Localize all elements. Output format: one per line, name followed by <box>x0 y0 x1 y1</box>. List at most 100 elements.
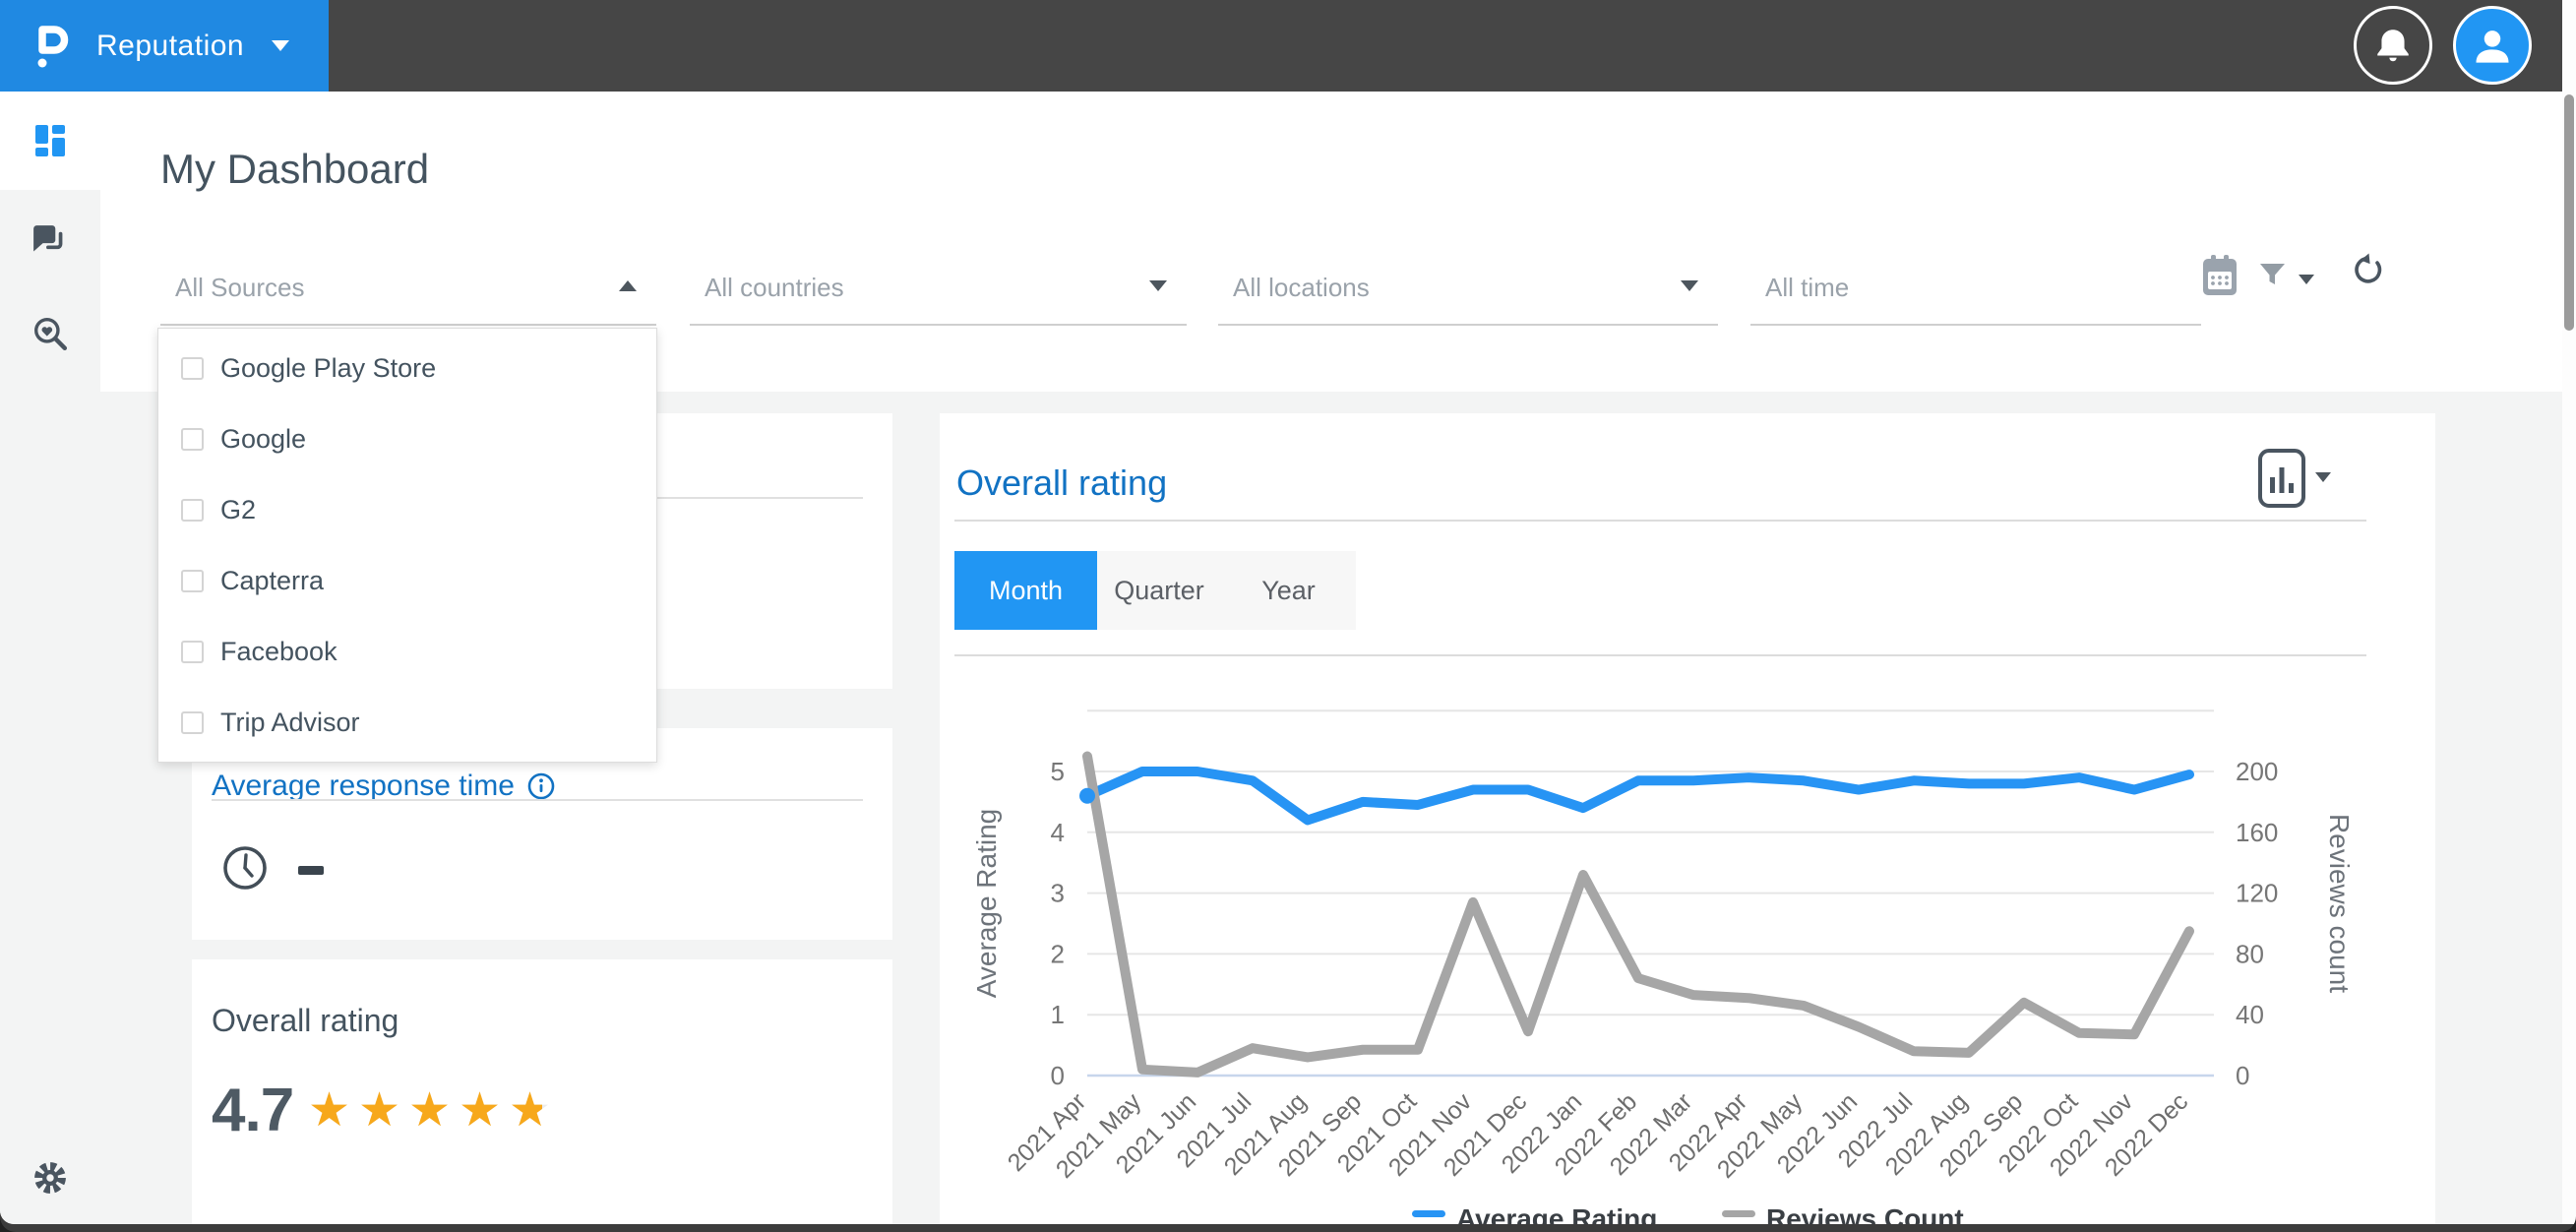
divider <box>212 799 863 801</box>
source-option[interactable]: Capterra <box>158 545 656 616</box>
tab-year[interactable]: Year <box>1221 551 1356 630</box>
svg-text:200: 200 <box>2236 757 2278 786</box>
sidebar-item-reviews[interactable] <box>0 192 100 290</box>
chevron-down-icon[interactable] <box>2299 275 2314 284</box>
sources-filter-placeholder: All Sources <box>175 273 305 302</box>
source-option-label: Capterra <box>220 565 325 595</box>
funnel-icon <box>2260 264 2285 284</box>
svg-text:40: 40 <box>2236 1000 2264 1029</box>
sidebar-item-dashboard[interactable] <box>0 92 100 190</box>
chart-type-button[interactable] <box>2257 448 2306 512</box>
source-option[interactable]: G2 <box>158 474 656 545</box>
calendar-button[interactable] <box>2202 255 2238 299</box>
main-content: My Dashboard All Sources All countries A… <box>100 92 2562 1224</box>
scrollbar-thumb[interactable] <box>2564 94 2574 331</box>
checkbox[interactable] <box>181 498 204 522</box>
divider <box>954 654 2366 656</box>
star-icon: ★ ★ <box>308 1084 351 1137</box>
svg-text:Average Rating: Average Rating <box>971 809 1002 999</box>
brand-logo-icon <box>37 25 69 67</box>
user-avatar[interactable] <box>2453 6 2532 85</box>
source-option-label: Google <box>220 423 307 454</box>
product-switcher[interactable]: Reputation <box>0 0 329 92</box>
checkbox[interactable] <box>181 427 204 451</box>
sidebar-item-settings[interactable] <box>0 1129 100 1224</box>
time-filter-placeholder: All time <box>1765 273 1850 302</box>
page-scrollbar[interactable] <box>2562 0 2576 1224</box>
source-option[interactable]: Facebook <box>158 616 656 687</box>
sidebar <box>0 92 100 1224</box>
source-option-label: G2 <box>220 494 257 524</box>
svg-text:Average Rating: Average Rating <box>1456 1203 1657 1224</box>
chevron-up-icon <box>619 280 637 291</box>
top-header: Reputation <box>0 0 2576 92</box>
reset-filters-button[interactable] <box>2352 253 2385 289</box>
dashboard-icon <box>35 125 65 156</box>
sidebar-item-review-search[interactable] <box>0 285 100 384</box>
overall-rating-value: 4.7 <box>212 1077 294 1144</box>
notifications-button[interactable] <box>2354 6 2432 85</box>
svg-text:120: 120 <box>2236 879 2278 908</box>
person-icon <box>2476 31 2509 63</box>
svg-text:0: 0 <box>2236 1061 2249 1090</box>
svg-text:Reviews count: Reviews count <box>2324 814 2355 993</box>
chart-title: Overall rating <box>956 462 1168 503</box>
period-tabs: Month Quarter Year <box>954 551 1356 630</box>
svg-text:80: 80 <box>2236 939 2264 968</box>
overall-rating-title: Overall rating <box>212 1003 399 1038</box>
chevron-down-icon[interactable] <box>2315 472 2331 482</box>
locations-filter-placeholder: All locations <box>1233 273 1370 302</box>
source-option-label: Trip Advisor <box>220 707 360 737</box>
star-icon: ★ ★ <box>459 1084 502 1137</box>
star-icon: ★ ★ <box>509 1084 552 1137</box>
divider <box>954 520 2366 522</box>
source-option[interactable]: Google Play Store <box>158 333 656 403</box>
time-filter[interactable]: All time <box>1750 249 2201 326</box>
page-title: My Dashboard <box>160 146 430 192</box>
average-response-time-title: Average response time <box>212 770 515 802</box>
search-heart-icon <box>34 317 68 350</box>
overall-rating-chart: 0 1 2 3 4 5 0 40 80 120 160 200 Average Rating Review… <box>971 709 2355 1224</box>
chevron-down-icon <box>1681 280 1698 291</box>
chevron-down-icon <box>272 40 290 51</box>
svg-text:3: 3 <box>1051 879 1065 908</box>
checkbox[interactable] <box>181 569 204 592</box>
checkbox[interactable] <box>181 356 204 380</box>
tab-quarter[interactable]: Quarter <box>1097 551 1221 630</box>
average-response-time-card: Average response time <box>192 728 892 940</box>
svg-text:160: 160 <box>2236 818 2278 847</box>
countries-filter[interactable]: All countries <box>690 249 1187 326</box>
svg-text:Reviews Count: Reviews Count <box>1766 1203 1964 1224</box>
sources-dropdown: Google Play Store Google G2 Capterra Faceboo… <box>157 328 657 763</box>
sources-filter[interactable]: All Sources <box>160 249 656 326</box>
info-icon[interactable] <box>526 771 556 801</box>
response-time-value <box>298 866 324 875</box>
bar-chart-icon <box>2258 449 2305 508</box>
source-option-label: Google Play Store <box>220 352 437 383</box>
calendar-icon <box>2203 255 2237 295</box>
gear-icon <box>34 1162 66 1194</box>
star-icon: ★ ★ <box>358 1084 401 1137</box>
svg-text:1: 1 <box>1051 1000 1065 1029</box>
filter-button[interactable] <box>2259 263 2287 291</box>
chat-icon <box>33 225 63 252</box>
locations-filter[interactable]: All locations <box>1218 249 1718 326</box>
source-option[interactable]: Google <box>158 403 656 474</box>
source-option-label: Facebook <box>220 636 337 666</box>
svg-text:4: 4 <box>1051 818 1065 847</box>
svg-text:5: 5 <box>1051 757 1065 786</box>
checkbox[interactable] <box>181 640 204 663</box>
star-rating: ★ ★ ★ ★ ★ ★ ★ ★ ★ ★ <box>308 1085 556 1137</box>
overall-rating-card: Overall rating 4.7 ★ ★ ★ ★ ★ ★ ★ ★ ★ ★ <box>192 959 892 1224</box>
tab-month[interactable]: Month <box>954 551 1097 630</box>
source-option[interactable]: Trip Advisor <box>158 687 656 758</box>
overall-rating-chart-card: Overall rating Month Quarter Year <box>940 413 2435 1224</box>
bell-icon <box>2377 30 2409 62</box>
svg-text:0: 0 <box>1051 1061 1065 1090</box>
chevron-down-icon <box>1149 280 1167 291</box>
product-name: Reputation <box>96 29 245 62</box>
checkbox[interactable] <box>181 710 204 734</box>
svg-text:2: 2 <box>1051 939 1065 968</box>
